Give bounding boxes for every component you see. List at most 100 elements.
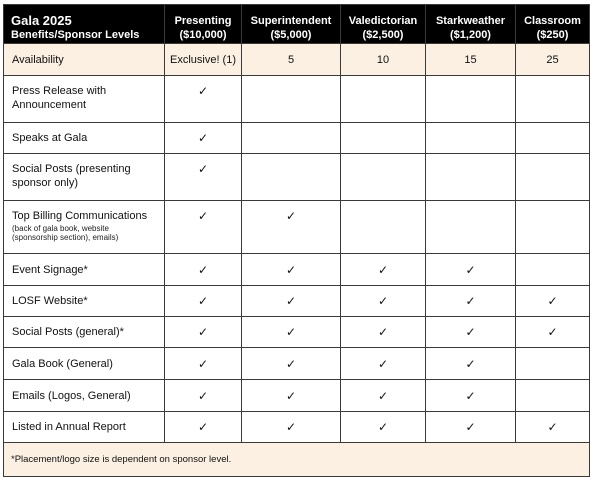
checkmark-icon: ✓ [285, 294, 297, 308]
benefit-label-cell: Speaks at Gala [3, 122, 165, 154]
footnote-text: *Placement/logo size is dependent on spo… [3, 442, 590, 477]
sponsor-levels-document: Gala 2025 Benefits/Sponsor Levels Presen… [3, 4, 590, 477]
benefit-label: Listed in Annual Report [12, 421, 126, 433]
availability-value: 10 [340, 43, 426, 76]
checkmark-icon: ✓ [377, 356, 389, 371]
benefit-label-cell: Gala Book (General) [3, 347, 165, 380]
benefit-level-cell [340, 75, 426, 123]
checkmark-icon: ✓ [285, 356, 297, 371]
checkmark-icon: ✓ [197, 84, 209, 98]
level-header-valedictorian: Valedictorian ($2,500) [340, 4, 426, 44]
benefit-label-cell: Emails (Logos, General) [3, 379, 165, 412]
benefit-level-cell: ✓ [164, 411, 242, 443]
checkmark-icon: ✓ [197, 262, 209, 277]
benefit-level-cell: ✓ [425, 316, 516, 348]
benefit-level-cell: ✓ [241, 379, 341, 412]
checkmark-icon: ✓ [377, 294, 389, 308]
benefit-level-cell [425, 122, 516, 154]
benefit-level-cell [425, 200, 516, 254]
benefit-level-cell [241, 153, 341, 201]
table-title: Gala 2025 [11, 13, 72, 28]
availability-row: Availability Exclusive! (1) 5 10 15 25 [3, 43, 590, 76]
benefit-level-cell: ✓ [425, 411, 516, 443]
benefit-row: Listed in Annual Report ✓ ✓ ✓ ✓ ✓ [3, 411, 590, 443]
benefit-level-cell: ✓ [515, 316, 590, 348]
benefit-row: Social Posts (general)* ✓ ✓ ✓ ✓ ✓ [3, 316, 590, 348]
benefit-level-cell: ✓ [241, 316, 341, 348]
checkmark-icon: ✓ [285, 262, 297, 277]
checkmark-icon: ✓ [465, 262, 476, 277]
benefit-level-cell [425, 153, 516, 201]
checkmark-icon: ✓ [197, 388, 209, 403]
benefit-row: LOSF Website* ✓ ✓ ✓ ✓ ✓ [3, 285, 590, 317]
benefits-table: Gala 2025 Benefits/Sponsor Levels Presen… [3, 4, 590, 477]
checkmark-icon: ✓ [377, 388, 389, 403]
benefit-level-cell: ✓ [425, 379, 516, 412]
benefit-label-cell: Top Billing Communications (back of gala … [3, 200, 165, 254]
availability-value: 15 [425, 43, 516, 76]
benefit-level-cell: ✓ [241, 411, 341, 443]
checkmark-icon: ✓ [547, 420, 558, 434]
benefit-level-cell: ✓ [425, 347, 516, 380]
benefit-level-cell [241, 122, 341, 154]
benefit-level-cell [515, 122, 590, 154]
level-amount: ($1,200) [450, 29, 491, 41]
benefit-note: (back of gala book, website (sponsorship… [12, 224, 119, 242]
level-header-superintendent: Superintendent ($5,000) [241, 4, 341, 44]
availability-value: 25 [515, 43, 590, 76]
benefit-level-cell: ✓ [340, 316, 426, 348]
benefit-label: Gala Book (General) [12, 357, 113, 370]
checkmark-icon: ✓ [285, 209, 297, 223]
benefit-level-cell: ✓ [164, 285, 242, 317]
benefit-level-cell: ✓ [164, 253, 242, 286]
benefit-level-cell: ✓ [425, 285, 516, 317]
benefit-level-cell [425, 75, 516, 123]
checkmark-icon: ✓ [547, 294, 558, 308]
benefit-level-cell: ✓ [164, 316, 242, 348]
benefit-row: Press Release with Announcement ✓ [3, 75, 590, 123]
checkmark-icon: ✓ [465, 325, 476, 339]
benefit-level-cell: ✓ [241, 285, 341, 317]
table-title-cell: Gala 2025 Benefits/Sponsor Levels [3, 4, 165, 44]
benefit-level-cell [241, 75, 341, 123]
benefit-level-cell: ✓ [340, 285, 426, 317]
benefit-level-cell: ✓ [164, 75, 242, 123]
benefit-level-cell [340, 200, 426, 254]
level-amount: ($2,500) [362, 29, 404, 41]
checkmark-icon: ✓ [377, 420, 389, 434]
benefit-level-cell [515, 200, 590, 254]
benefit-label: Speaks at Gala [12, 132, 88, 144]
checkmark-icon: ✓ [197, 325, 209, 339]
benefit-level-cell: ✓ [425, 253, 516, 286]
checkmark-icon: ✓ [197, 356, 209, 371]
benefit-label-cell: Event Signage* [3, 253, 165, 286]
benefit-level-cell: ✓ [164, 200, 242, 254]
benefit-label-cell: Press Release with Announcement [3, 75, 165, 123]
checkmark-icon: ✓ [377, 262, 389, 277]
benefit-label-cell: LOSF Website* [3, 285, 165, 317]
benefit-level-cell: ✓ [515, 285, 590, 317]
benefit-label-cell: Listed in Annual Report [3, 411, 165, 443]
level-header-starkweather: Starkweather ($1,200) [425, 4, 516, 44]
benefit-level-cell [515, 75, 590, 123]
benefit-label: LOSF Website* [12, 295, 88, 307]
level-name: Presenting [174, 15, 232, 27]
benefit-label: Press Release with Announcement [12, 85, 107, 111]
level-header-presenting: Presenting ($10,000) [164, 4, 242, 44]
benefit-level-cell: ✓ [340, 379, 426, 412]
benefit-level-cell [340, 122, 426, 154]
benefit-row: Social Posts (presenting sponsor only) ✓ [3, 153, 590, 201]
checkmark-icon: ✓ [285, 325, 297, 339]
benefit-level-cell: ✓ [241, 200, 341, 254]
checkmark-icon: ✓ [547, 325, 558, 339]
checkmark-icon: ✓ [465, 388, 476, 403]
benefit-level-cell: ✓ [241, 253, 341, 286]
benefit-label-cell: Social Posts (presenting sponsor only) [3, 153, 165, 201]
availability-label: Availability [3, 43, 165, 76]
benefit-level-cell [515, 347, 590, 380]
benefit-row: Gala Book (General) ✓ ✓ ✓ ✓ [3, 347, 590, 380]
benefit-row: Emails (Logos, General) ✓ ✓ ✓ ✓ [3, 379, 590, 412]
level-amount: ($10,000) [179, 29, 227, 41]
benefit-level-cell: ✓ [164, 379, 242, 412]
checkmark-icon: ✓ [197, 209, 209, 223]
